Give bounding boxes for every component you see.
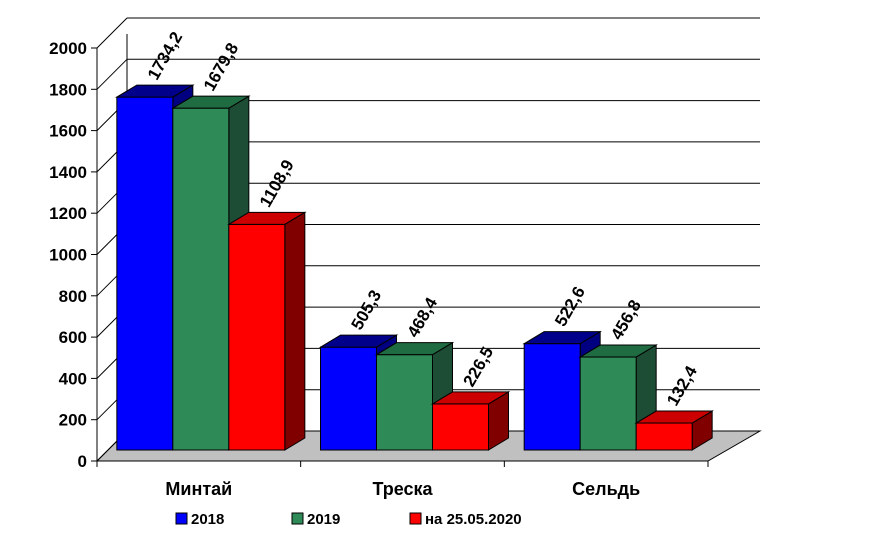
- data-label: 505,3: [348, 287, 386, 333]
- legend-entry: на 25.05.2020: [425, 511, 522, 528]
- bar: [523, 343, 581, 451]
- legend-swatch: [291, 512, 304, 525]
- y-tick-label: 800: [59, 287, 87, 306]
- legend-entry: 2019: [307, 511, 340, 528]
- bar: [228, 223, 286, 451]
- bar: [635, 422, 693, 451]
- bar-top: [318, 334, 399, 348]
- y-tick-label: 1000: [49, 246, 87, 265]
- data-label: 226,5: [460, 344, 498, 390]
- y-tick-label: 400: [59, 369, 87, 388]
- y-tick-label: 1800: [49, 80, 87, 99]
- bar-top: [227, 211, 307, 225]
- y-tick-label: 600: [59, 328, 87, 347]
- data-label: 468,4: [404, 294, 442, 341]
- gridline-diagonal: [96, 17, 128, 49]
- data-label: 1734,2: [144, 29, 186, 84]
- bar: [320, 346, 377, 451]
- x-tick-label: Минтай: [165, 479, 232, 499]
- y-tick-label: 1600: [49, 122, 87, 141]
- legend-entry: 2018: [191, 511, 224, 528]
- bar: [172, 107, 230, 451]
- bar-top: [578, 344, 658, 358]
- x-tick-label: Треска: [372, 479, 433, 499]
- bar: [579, 356, 637, 451]
- bar-side: [284, 211, 306, 451]
- bar: [116, 96, 174, 451]
- bar-top: [374, 342, 455, 356]
- y-tick-label: 1400: [49, 163, 87, 182]
- bar: [432, 403, 489, 451]
- legend-swatch: [409, 512, 422, 525]
- data-label: 1679,8: [200, 40, 242, 95]
- bar-top: [634, 410, 714, 424]
- bar-top: [115, 84, 195, 98]
- y-tick-label: 0: [78, 452, 87, 471]
- bar-top: [522, 331, 602, 345]
- y-tick-label: 2000: [49, 39, 87, 58]
- bar: [376, 354, 433, 451]
- data-label: 132,4: [663, 362, 701, 409]
- x-tick-label: Сельдь: [572, 479, 640, 499]
- legend-swatch: [175, 512, 188, 525]
- y-tick-label: 200: [59, 411, 87, 430]
- bar-top: [430, 391, 511, 405]
- y-tick-label: 1200: [49, 204, 87, 223]
- data-label: 522,6: [551, 283, 589, 329]
- data-label: 456,8: [607, 297, 645, 343]
- gridline-diagonal: [96, 58, 128, 90]
- bar-top: [171, 95, 251, 109]
